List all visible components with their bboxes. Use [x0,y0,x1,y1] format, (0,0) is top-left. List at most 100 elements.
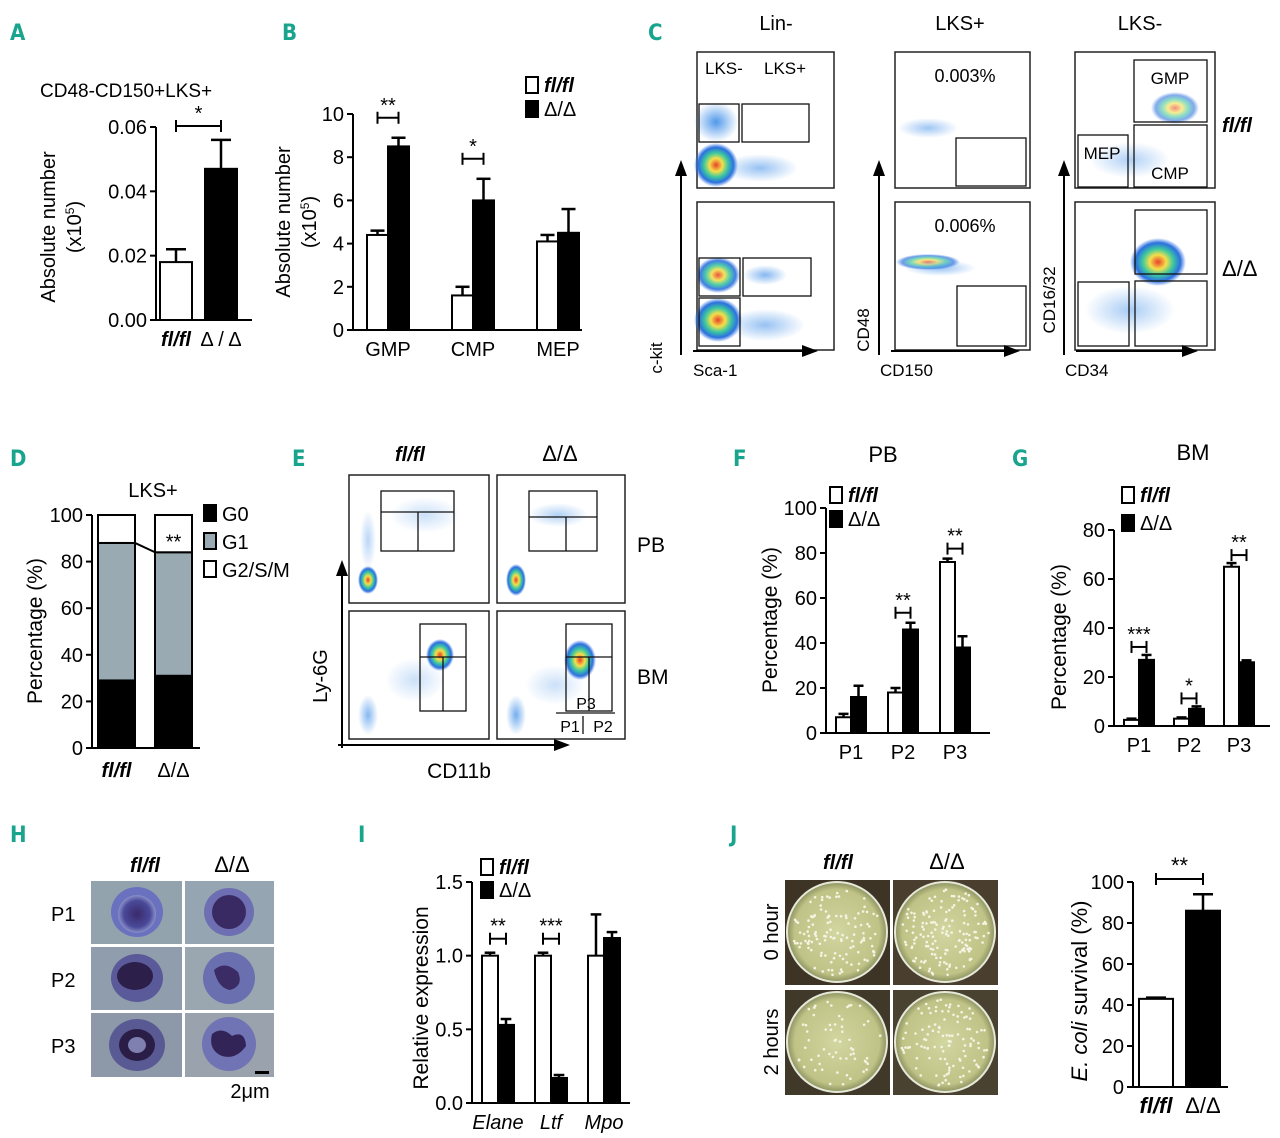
colony-3 [937,1084,940,1087]
colony-2 [797,1058,801,1062]
colony-0 [868,925,871,928]
colony-1 [924,944,928,948]
colony-0 [845,953,848,956]
colony-1 [927,969,931,973]
colony-2 [848,1038,851,1042]
colony-1 [976,902,979,906]
e-row-label-pb: PB [637,534,665,557]
c-gate-lks-plus: LKS+ [764,59,806,78]
colony-0 [813,966,817,970]
chartG-sig-2-label: ** [1231,532,1247,554]
c-row-label-dd: Δ/Δ [1222,256,1258,281]
A-bar-0 [159,261,193,322]
colony-0 [820,895,824,899]
colony-2 [836,1071,839,1074]
colony-1 [970,906,973,910]
colony-2 [810,1058,813,1061]
chartI-x-label-0: Elane [472,1112,523,1134]
h-row-label-p3: P3 [51,1036,75,1058]
colony-3 [962,1037,965,1041]
colony-1 [930,952,934,956]
A-y-tick-label-1: 0.02 [108,246,147,268]
chartG-legend-swatch-1 [1121,514,1135,532]
D-legend-label-0: G0 [222,504,249,526]
colony-0 [810,915,813,918]
chartB-sig-1-label: * [469,136,477,158]
chartF-y-tick-label-1: 20 [795,678,817,700]
colony-1 [905,929,908,933]
y-label-B-2-text: (x10 [299,209,321,248]
colony-1 [912,925,915,928]
colony-0 [826,921,830,925]
colony-3 [956,1033,960,1036]
colony-1 [943,961,946,964]
colony-3 [943,1074,946,1078]
colony-1 [921,925,924,928]
colony-1 [962,947,966,950]
colony-0 [869,937,872,940]
colony-0 [830,960,833,964]
D-sig: ** [166,531,182,553]
colony-3 [977,1041,980,1045]
colony-1 [968,938,972,942]
chartF-x-label-1: P2 [891,742,915,764]
chartG-x-label-1: P2 [1177,735,1201,757]
y-label-F: Percentage (%) [759,547,782,693]
colony-1 [912,919,916,922]
colony-0 [824,954,827,957]
colony-2 [878,1034,882,1037]
colony-3 [941,1010,944,1013]
colony-0 [827,968,830,972]
colony-0 [824,935,828,938]
colony-1 [932,920,935,924]
y-label-G: Percentage (%) [1048,564,1071,710]
colony-3 [977,1046,981,1050]
colony-1 [968,958,972,961]
colony-1 [910,911,913,915]
colony-2 [834,1051,838,1054]
colony-3 [924,1038,928,1042]
colony-1 [906,916,910,919]
colony-0 [873,932,877,936]
colony-1 [973,930,976,934]
colony-3 [963,1016,966,1019]
panel-label-G: G [1012,447,1028,472]
chartF-x-label-2: P3 [943,742,967,764]
chart-J: 0 20 40 60 80 100 fl/fl Δ/Δ ** [1091,853,1228,1118]
chartB-y-tick-label-1: 2 [333,277,344,299]
J-y-tick-label-2: 40 [1102,995,1124,1017]
chartI-bar-elane-flfl [481,954,499,1105]
colony-3 [933,1023,937,1026]
panel-label-J: J [728,823,737,848]
D-seg-1-g2s/m [154,514,193,554]
colony-0 [837,895,841,898]
colony-1 [930,921,933,924]
colony-3 [914,1067,918,1070]
colony-1 [960,949,964,952]
chartI-bar-mpo-flfl [587,954,605,1105]
colony-3 [965,1015,968,1018]
panel-label-E: E [292,447,306,472]
chartF-bar-p3-flfl [939,561,956,734]
D-legend-swatch-2 [203,560,217,578]
y-label-A-close: ) [64,201,86,208]
chartI-y-tick-label-3: 1.5 [435,872,463,894]
colony-0 [818,942,822,945]
chartG-y-tick-label-4: 80 [1083,520,1105,542]
h-scale-bar: 2μm [230,1081,269,1103]
D-legend-label-1: G1 [222,532,249,554]
colony-1 [905,912,909,916]
e-gate-p3: P3 [576,696,596,713]
colony-1 [967,948,970,952]
colony-3 [940,1045,943,1049]
chartB-bar-cmp-flfl [451,294,474,332]
colony-0 [839,915,843,918]
colony-3 [983,1049,986,1052]
colony-1 [925,940,929,944]
colony-0 [807,934,811,938]
colony-1 [928,915,931,918]
colony-0 [853,917,857,920]
colony-3 [948,1066,951,1069]
c-pct-flfl: 0.003% [934,66,995,86]
